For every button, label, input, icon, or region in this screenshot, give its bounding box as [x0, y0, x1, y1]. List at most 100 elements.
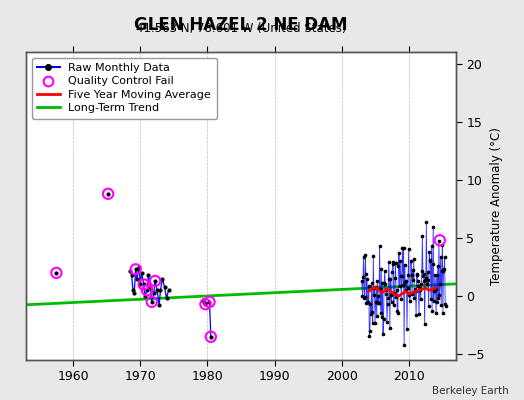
Point: [407, 272, 416, 278]
Point: [435, 292, 444, 298]
Point: [380, 268, 389, 274]
Point: [358, 292, 367, 299]
Point: [393, 308, 401, 314]
Point: [411, 286, 419, 292]
Point: [377, 310, 385, 316]
Point: [411, 287, 420, 294]
Point: [201, 301, 210, 308]
Point: [52, 270, 61, 276]
Point: [382, 291, 390, 298]
Point: [416, 285, 424, 292]
Point: [405, 292, 413, 298]
Point: [126, 267, 135, 274]
Point: [417, 281, 425, 287]
Point: [386, 324, 394, 331]
Point: [364, 299, 372, 305]
Point: [433, 298, 441, 305]
Point: [361, 294, 369, 301]
Point: [387, 299, 396, 305]
Point: [367, 280, 376, 286]
Point: [430, 288, 439, 294]
Point: [389, 261, 398, 268]
Point: [397, 296, 406, 303]
Point: [205, 299, 214, 305]
Point: [135, 264, 143, 270]
Point: [403, 285, 412, 292]
Point: [385, 259, 393, 266]
Point: [392, 286, 401, 293]
Point: [440, 266, 448, 273]
Point: [361, 252, 369, 258]
Point: [139, 281, 148, 288]
Point: [359, 274, 367, 280]
Point: [137, 270, 146, 276]
Point: [401, 278, 409, 285]
Point: [399, 282, 407, 288]
Point: [383, 318, 391, 325]
Point: [431, 272, 439, 278]
Point: [370, 285, 379, 292]
Point: [397, 273, 405, 279]
Point: [390, 290, 399, 296]
Point: [371, 320, 379, 326]
Point: [384, 295, 392, 301]
Point: [149, 289, 158, 296]
Point: [369, 292, 378, 298]
Point: [441, 254, 449, 260]
Point: [141, 293, 149, 299]
Legend: Raw Monthly Data, Quality Control Fail, Five Year Moving Average, Long-Term Tren: Raw Monthly Data, Quality Control Fail, …: [32, 58, 217, 119]
Point: [151, 278, 159, 284]
Point: [127, 272, 136, 278]
Text: Berkeley Earth: Berkeley Earth: [432, 386, 508, 396]
Point: [132, 266, 140, 272]
Point: [413, 278, 422, 284]
Point: [366, 328, 374, 334]
Point: [162, 295, 171, 302]
Point: [365, 332, 374, 339]
Point: [441, 301, 450, 307]
Point: [380, 280, 388, 286]
Point: [415, 310, 423, 317]
Point: [362, 299, 370, 306]
Point: [153, 287, 161, 294]
Point: [377, 266, 386, 273]
Point: [199, 296, 207, 303]
Point: [424, 276, 432, 283]
Point: [396, 283, 404, 290]
Point: [367, 311, 375, 318]
Point: [406, 291, 414, 297]
Point: [422, 275, 430, 281]
Point: [143, 287, 151, 294]
Point: [205, 299, 214, 305]
Point: [385, 276, 394, 282]
Point: [358, 278, 366, 284]
Point: [387, 292, 395, 299]
Point: [439, 268, 447, 274]
Point: [409, 276, 418, 283]
Point: [427, 242, 435, 249]
Point: [366, 301, 375, 307]
Point: [430, 298, 438, 304]
Point: [438, 268, 446, 274]
Point: [132, 266, 140, 272]
Point: [206, 334, 215, 340]
Point: [425, 249, 433, 255]
Point: [375, 243, 384, 249]
Point: [429, 261, 437, 268]
Point: [436, 281, 444, 287]
Point: [435, 237, 443, 244]
Point: [420, 321, 429, 327]
Point: [136, 281, 145, 288]
Point: [432, 272, 441, 279]
Point: [428, 307, 436, 314]
Point: [439, 310, 447, 316]
Point: [133, 276, 141, 282]
Point: [396, 258, 405, 264]
Point: [423, 280, 431, 287]
Point: [424, 303, 433, 309]
Point: [158, 276, 167, 282]
Point: [425, 258, 434, 264]
Point: [381, 287, 390, 294]
Point: [359, 254, 368, 260]
Point: [414, 283, 422, 290]
